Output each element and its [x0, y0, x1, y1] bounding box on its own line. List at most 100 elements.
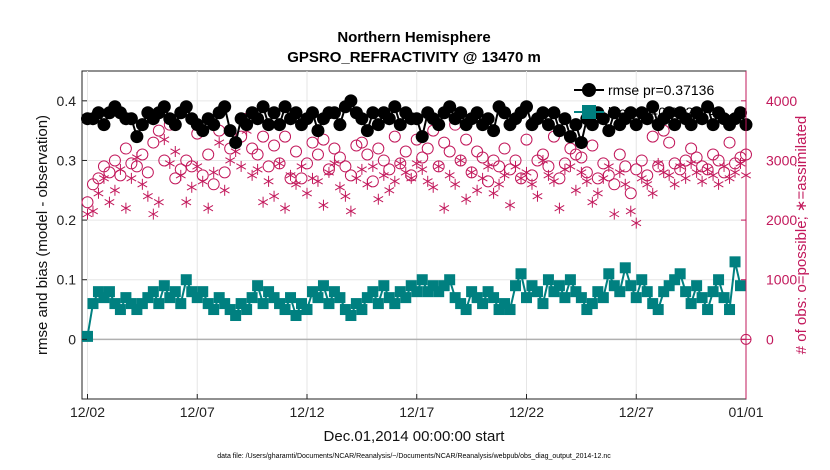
bias-point	[394, 286, 406, 298]
bias-point	[647, 298, 659, 310]
possible-obs-circle	[350, 139, 363, 152]
rmse-point	[585, 118, 599, 132]
asterisk-stroke	[274, 160, 285, 167]
y-tick-label-left: 0.4	[57, 93, 77, 109]
bias-point	[252, 280, 264, 292]
assimilated-obs-asterisk	[598, 172, 609, 184]
assimilated-obs-asterisk	[345, 205, 356, 217]
asterisk-stroke	[592, 190, 603, 197]
bias-point	[433, 286, 445, 298]
asterisk-stroke	[559, 166, 570, 173]
rmse-point	[305, 106, 319, 120]
possible-obs-circle	[575, 151, 588, 164]
bias-point	[581, 304, 593, 316]
y-tick-label-left: 0	[68, 331, 76, 347]
bias-point	[339, 304, 351, 316]
asterisk-stroke	[181, 199, 192, 206]
rmse-point	[569, 118, 583, 132]
bias-point	[120, 292, 132, 304]
assimilated-obs-asterisk	[269, 190, 280, 202]
possible-obs-circle	[268, 139, 281, 152]
rmse-point	[196, 124, 210, 138]
bias-point	[400, 292, 412, 304]
possible-obs-circle	[723, 136, 736, 149]
rmse-point	[251, 112, 265, 126]
assimilated-obs-asterisk	[713, 178, 724, 190]
rmse-point	[135, 118, 149, 132]
rmse-point	[541, 118, 555, 132]
possible-obs-circle	[311, 148, 324, 161]
possible-obs-circle	[306, 136, 319, 149]
assimilated-obs-asterisk	[428, 181, 439, 193]
assimilated-obs-asterisk	[609, 208, 620, 220]
assimilated-obs-asterisk	[312, 175, 323, 187]
assimilated-obs-asterisk	[181, 196, 192, 208]
asterisk-stroke	[724, 175, 735, 182]
bias-point	[213, 292, 225, 304]
bias-point	[570, 286, 582, 298]
asterisk-stroke	[587, 199, 598, 206]
assimilated-obs-asterisk	[422, 175, 433, 187]
possible-obs-circle	[108, 154, 121, 167]
asterisk-stroke	[164, 160, 175, 167]
assimilated-obs-asterisk	[515, 172, 527, 184]
asterisk-stroke	[98, 175, 109, 182]
assimilated-obs-asterisk	[499, 169, 510, 181]
asterisk-stroke	[609, 210, 620, 218]
asterisk-stroke	[669, 181, 680, 188]
bias-point	[263, 286, 275, 298]
asterisk-stroke	[686, 160, 697, 167]
asterisk-stroke	[642, 181, 653, 188]
asterisk-stroke	[137, 181, 148, 188]
asterisk-stroke	[636, 175, 647, 182]
rmse-point	[470, 106, 484, 120]
asterisk-stroke	[82, 210, 93, 218]
possible-obs-circle	[460, 133, 473, 146]
assimilated-obs-asterisk	[450, 178, 461, 190]
bias-point	[707, 286, 719, 298]
bias-point	[735, 280, 747, 292]
asterisk-stroke	[175, 172, 186, 179]
assimilated-obs-asterisk	[329, 157, 340, 169]
rmse-point	[662, 106, 676, 120]
bias-point	[575, 292, 587, 304]
asterisk-stroke	[367, 163, 378, 170]
rmse-point	[684, 118, 698, 132]
rmse-point	[371, 118, 385, 132]
rmse-point	[366, 106, 380, 120]
possible-obs-circle	[388, 130, 401, 143]
x-tick-label: 12/22	[509, 404, 544, 420]
rmse-point	[519, 100, 533, 114]
asterisk-stroke	[428, 184, 439, 191]
assimilated-obs-asterisk	[472, 184, 483, 196]
assimilated-obs-asterisk	[532, 190, 543, 202]
bias-point	[669, 274, 681, 286]
assimilated-obs-asterisk	[433, 160, 444, 172]
possible-obs-circle	[608, 178, 621, 191]
assimilated-obs-asterisk	[164, 157, 175, 169]
possible-obs-circle	[152, 124, 165, 137]
rmse-point	[607, 106, 621, 120]
possible-obs-circle	[218, 166, 231, 179]
asterisk-stroke	[735, 160, 746, 167]
asterisk-stroke	[444, 172, 455, 179]
asterisk-stroke	[537, 157, 548, 164]
assimilated-obs-asterisk	[548, 175, 559, 187]
asterisk-stroke	[318, 201, 329, 209]
legend-rmse-marker	[582, 83, 596, 97]
rmse-point	[311, 124, 325, 138]
bias-point	[186, 286, 198, 298]
asterisk-stroke	[433, 163, 444, 170]
assimilated-obs-asterisk	[291, 178, 302, 190]
assimilated-obs-asterisk	[680, 172, 691, 184]
bias-point	[109, 298, 121, 310]
bias-point	[136, 298, 148, 310]
possible-obs-circle	[498, 142, 511, 155]
assimilated-obs-asterisk	[274, 157, 285, 169]
assimilated-obs-asterisk	[373, 193, 384, 205]
x-tick-label: 12/27	[619, 404, 654, 420]
bias-point	[493, 304, 505, 316]
x-tick-label: 12/02	[70, 404, 105, 420]
possible-obs-circle	[619, 160, 632, 173]
rmse-point	[602, 124, 616, 138]
